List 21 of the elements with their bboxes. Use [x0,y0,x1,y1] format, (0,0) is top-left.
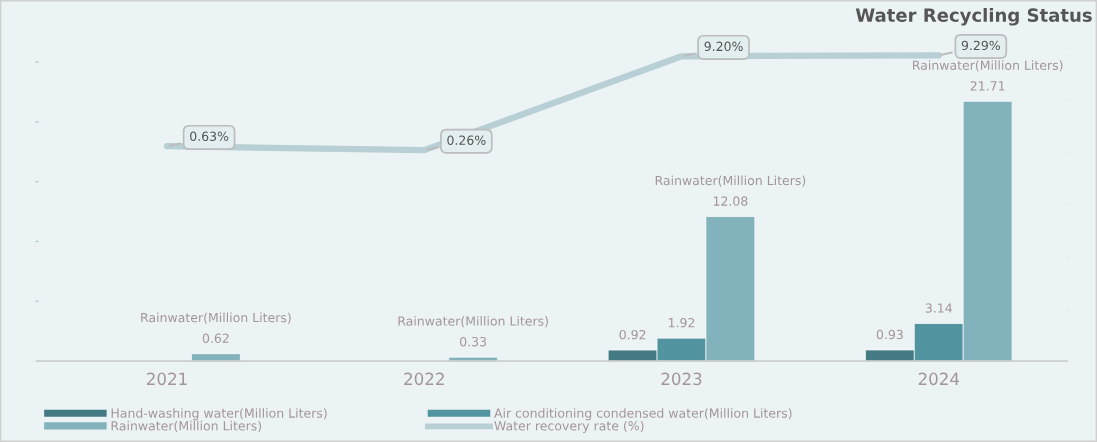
data-label: 3.14 [925,303,952,313]
x-tick-label: 2021 [147,372,187,386]
data-label: Rainwater(Million Liters) 21.71 [913,60,1063,91]
legend-label: Water recovery rate (%) [494,420,644,433]
data-label: 0.92 [619,329,646,340]
x-tick-label: 2024 [918,372,960,386]
data-label: 0.93 [876,329,903,340]
data-label: Rainwater(Million Liters) 0.33 [398,316,548,347]
legend-label: Air conditioning condensed water(Million Liters) [494,408,792,421]
data-label: 9.20% [704,41,743,52]
data-label: 1.92 [668,317,695,328]
data-label: 9.29% [961,40,1000,51]
x-tick-label: 2023 [661,372,702,386]
x-tick-label: 2022 [404,372,444,386]
data-label: 0.63% [190,131,229,142]
legend-label: Rainwater(Million Liters) [111,420,262,433]
data-label: Rainwater(Million Liters) 0.62 [141,312,291,343]
data-label: Rainwater(Million Liters) 12.08 [655,175,806,206]
legend-label: Hand-washing water(Million Liters) [111,408,327,421]
data-label: 0.26% [447,135,486,145]
chart-title: Water Recycling Status [855,7,1092,26]
